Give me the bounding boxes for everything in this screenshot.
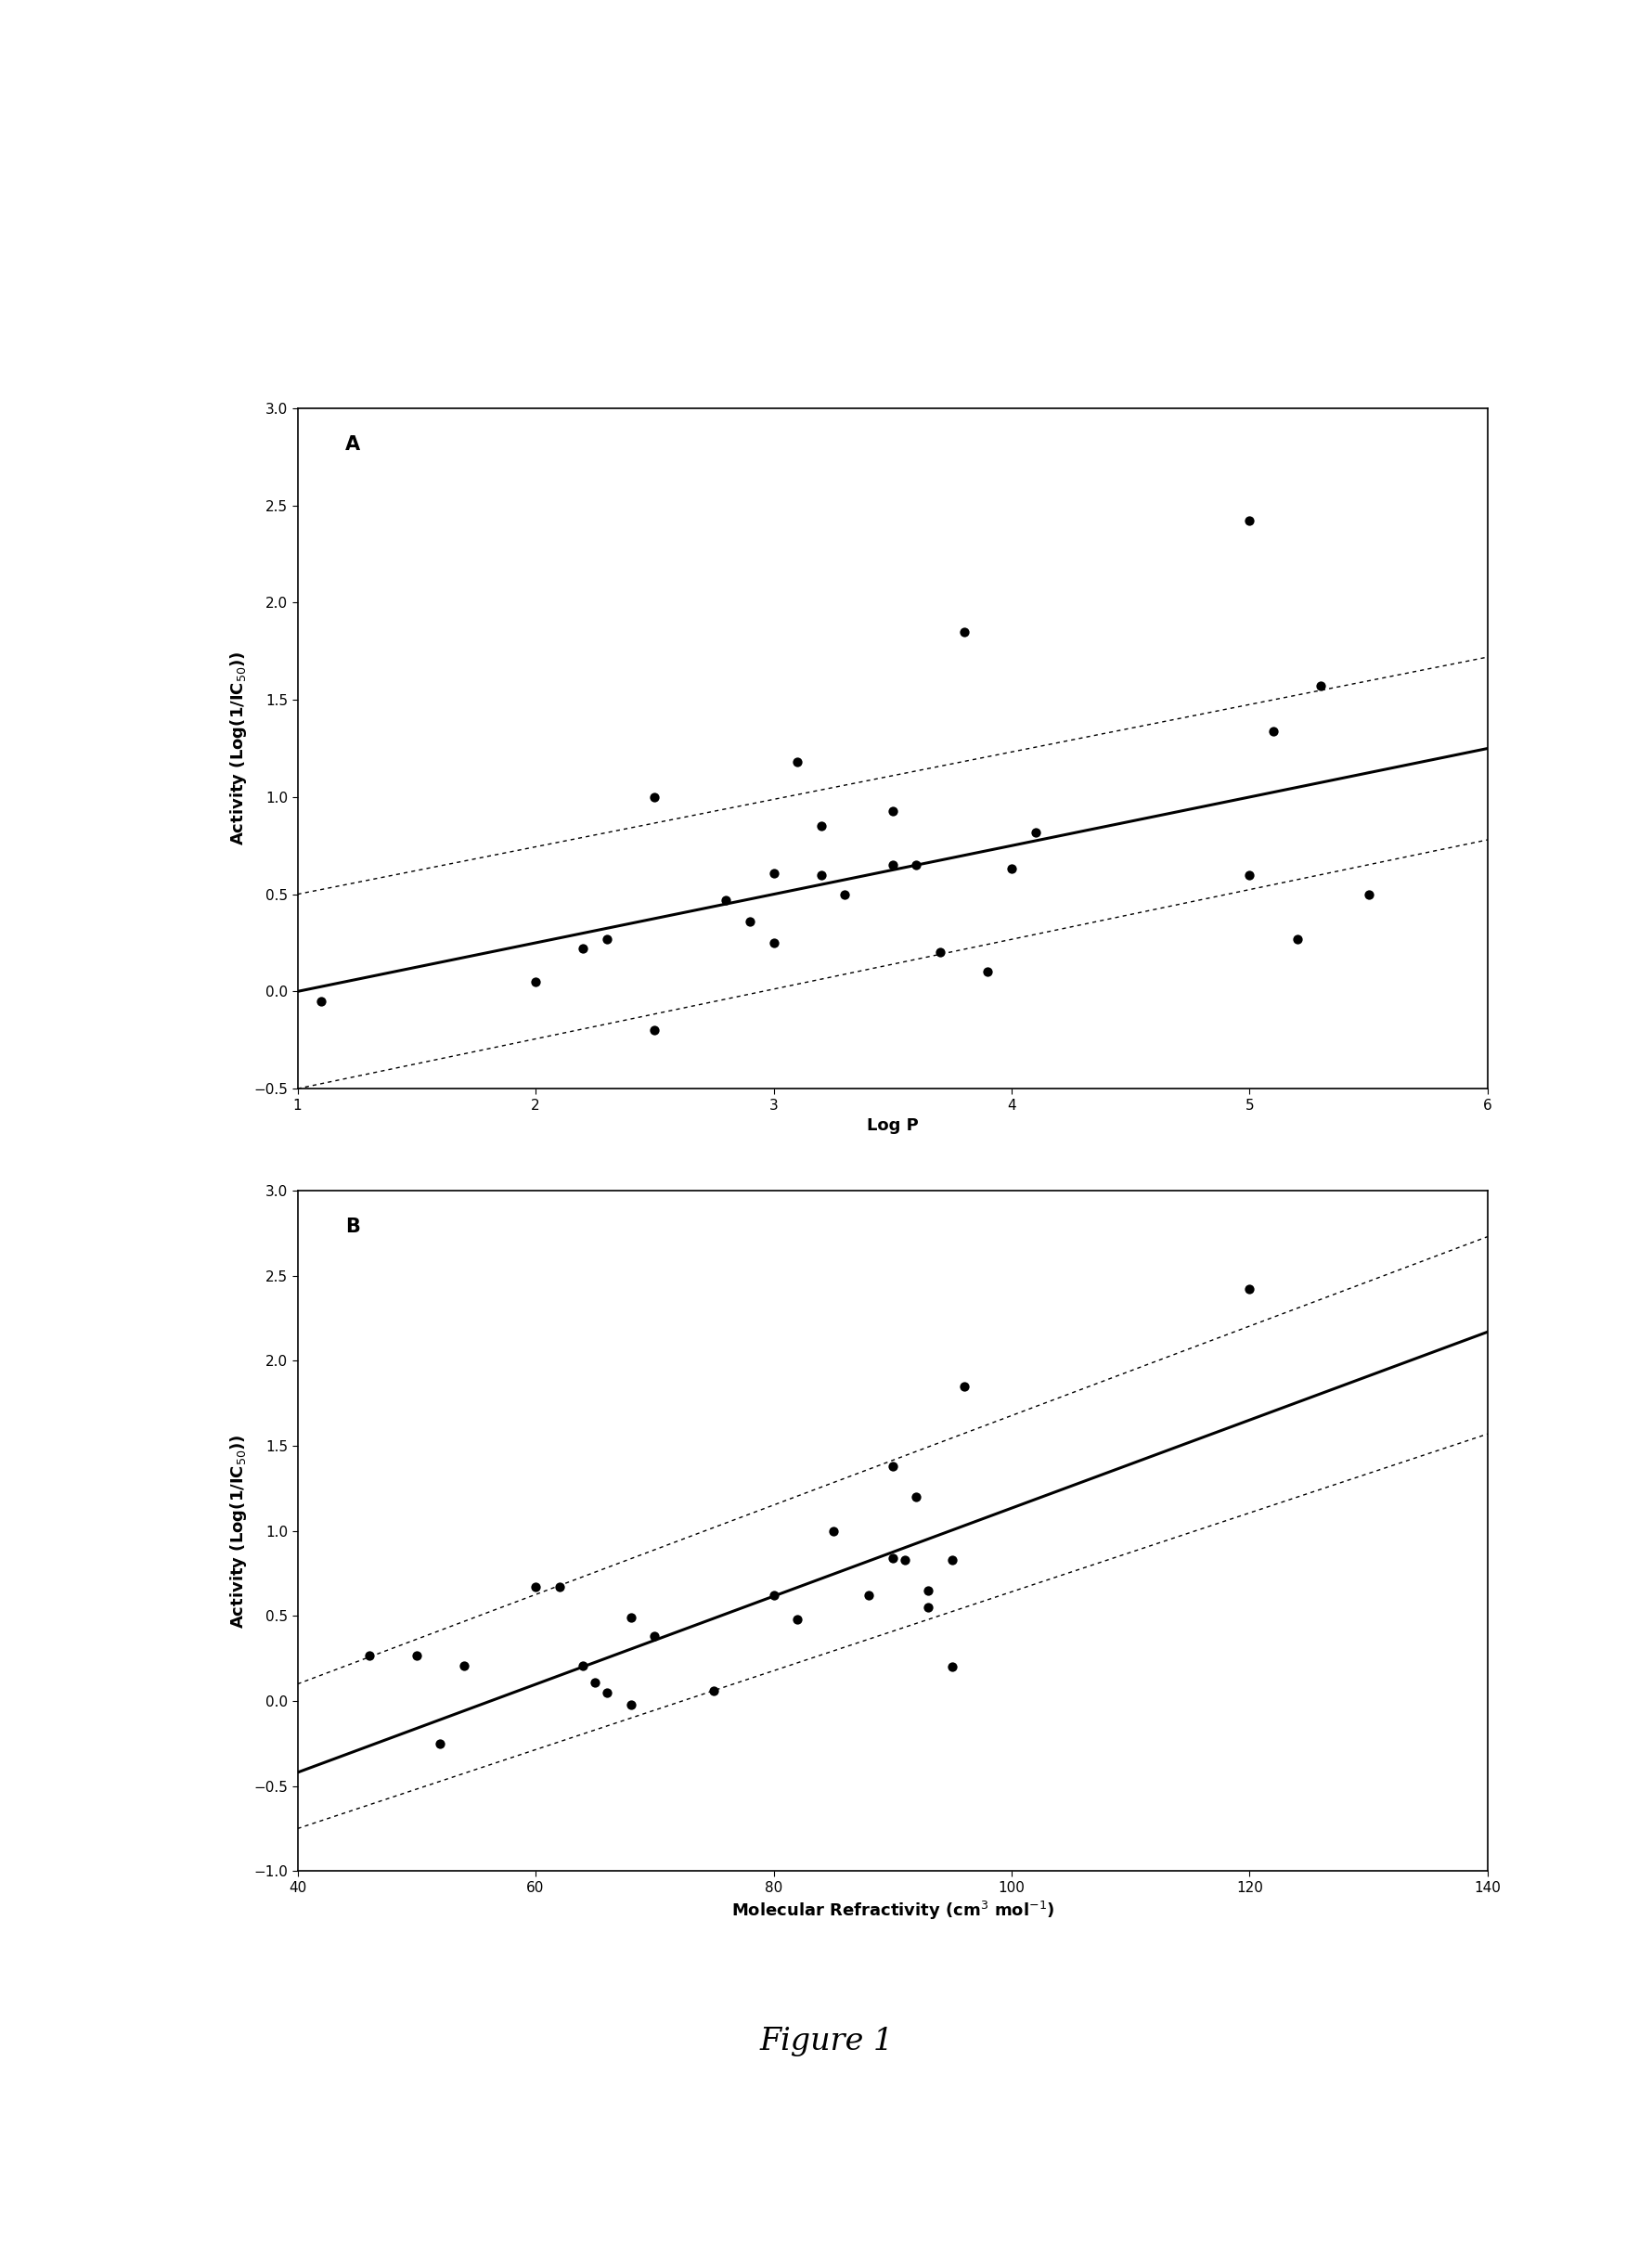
Point	[950, 615, 976, 651]
Point	[570, 1647, 596, 1683]
Point	[938, 1649, 965, 1685]
Point	[783, 744, 809, 780]
Point	[1307, 669, 1333, 705]
Point	[975, 955, 1001, 991]
Point	[902, 846, 928, 882]
Point	[1259, 712, 1285, 748]
Point	[1021, 814, 1047, 850]
Point	[712, 882, 738, 919]
Point	[879, 792, 905, 828]
Point	[831, 875, 857, 912]
Point	[426, 1726, 453, 1762]
Point	[938, 1542, 965, 1579]
Point	[927, 934, 953, 971]
X-axis label: Log P: Log P	[866, 1118, 919, 1134]
Point	[641, 1012, 667, 1048]
Point	[856, 1579, 882, 1615]
Point	[915, 1590, 942, 1626]
Point	[618, 1687, 644, 1724]
Point	[808, 857, 834, 894]
Point	[879, 1449, 905, 1486]
Point	[915, 1572, 942, 1608]
Point	[950, 1368, 976, 1404]
Point	[808, 807, 834, 844]
Point	[760, 1579, 786, 1615]
Point	[1284, 921, 1310, 957]
Point	[593, 1674, 620, 1710]
Text: Figure 1: Figure 1	[760, 2025, 892, 2057]
Text: B: B	[345, 1218, 360, 1236]
Point	[570, 930, 596, 966]
Point	[760, 925, 786, 962]
Point	[582, 1665, 608, 1701]
Point	[641, 1619, 667, 1656]
Text: A: A	[345, 435, 360, 454]
Y-axis label: Activity (Log(1/IC$_{50}$)): Activity (Log(1/IC$_{50}$))	[228, 651, 248, 846]
Y-axis label: Activity (Log(1/IC$_{50}$)): Activity (Log(1/IC$_{50}$))	[228, 1433, 248, 1628]
Point	[641, 778, 667, 814]
Point	[783, 1601, 809, 1637]
Point	[1236, 503, 1262, 540]
Point	[307, 982, 334, 1018]
Point	[1236, 857, 1262, 894]
Point	[545, 1569, 572, 1606]
Point	[1236, 1270, 1262, 1306]
Point	[451, 1647, 477, 1683]
Point	[879, 1540, 905, 1576]
Point	[737, 903, 763, 939]
Point	[760, 855, 786, 891]
Point	[522, 1569, 548, 1606]
Point	[879, 846, 905, 882]
Point	[1355, 875, 1381, 912]
Point	[819, 1513, 846, 1549]
X-axis label: Molecular Refractivity (cm$^3$ mol$^{-1}$): Molecular Refractivity (cm$^3$ mol$^{-1}…	[730, 1901, 1054, 1923]
Point	[593, 921, 620, 957]
Point	[890, 1542, 917, 1579]
Point	[403, 1637, 430, 1674]
Point	[700, 1674, 727, 1710]
Point	[998, 850, 1024, 887]
Point	[902, 1479, 928, 1515]
Point	[522, 964, 548, 1000]
Point	[355, 1637, 382, 1674]
Point	[618, 1599, 644, 1635]
